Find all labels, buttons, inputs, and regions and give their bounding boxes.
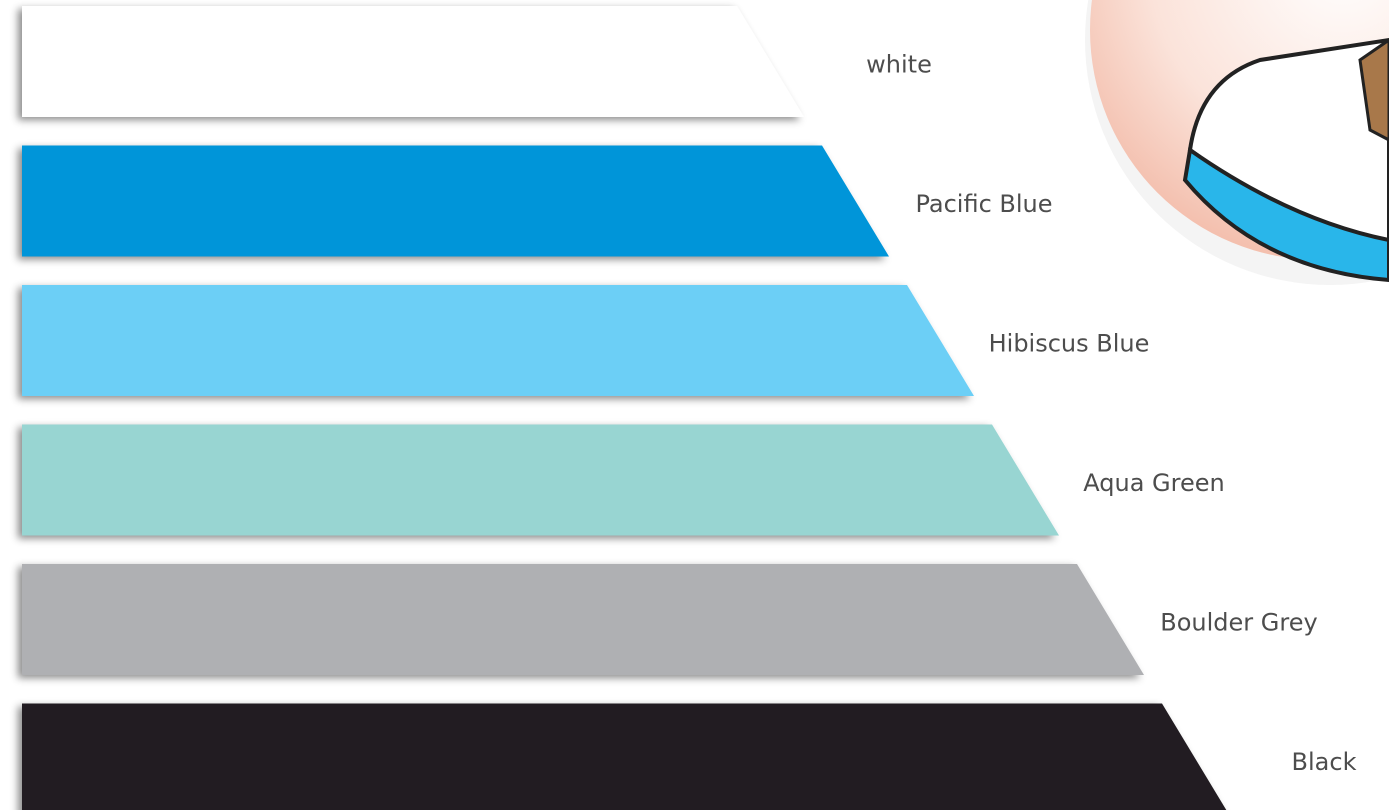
swatch-label: Pacific Blue [915,190,1052,218]
swatch [22,145,889,257]
swatch-label: white [866,51,932,79]
illustration [1085,0,1389,285]
swatch [22,703,1227,810]
swatch-label: Hibiscus Blue [989,330,1150,358]
swatch-label: Black [1292,748,1357,776]
swatch-label: Boulder Grey [1160,609,1317,637]
swatch-list: white Pacific Blue Hibiscus Blue Aqua Green… [22,6,1357,810]
swatch [22,424,1059,536]
swatch [22,564,1144,675]
swatch-label: Aqua Green [1083,469,1224,497]
illustration-brush [1358,38,1389,142]
swatch [22,6,804,117]
swatch [22,285,974,396]
